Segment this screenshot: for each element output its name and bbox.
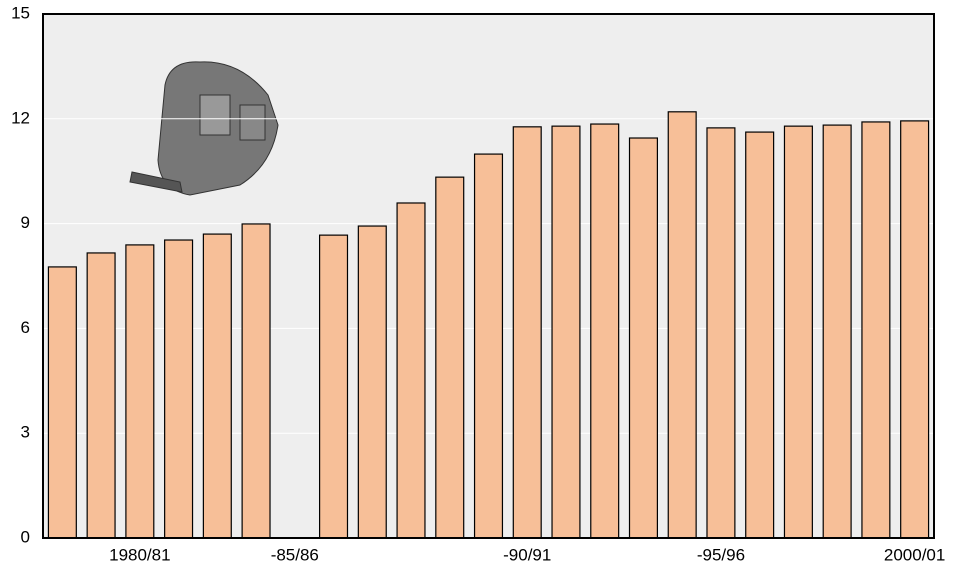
bar <box>435 176 465 539</box>
bar <box>706 127 736 539</box>
bar <box>473 153 504 539</box>
bar <box>241 223 271 539</box>
bar <box>590 123 620 539</box>
y-tick-label: 6 <box>21 318 30 337</box>
bar <box>667 111 697 539</box>
x-tick-label: 1980/81 <box>109 545 170 564</box>
y-tick-label: 3 <box>21 423 30 442</box>
y-tick-label: 0 <box>21 527 30 546</box>
bar <box>202 233 232 539</box>
bar <box>357 225 387 539</box>
bar <box>512 126 542 539</box>
y-tick-label: 9 <box>21 213 30 232</box>
x-tick-label: -85/86 <box>271 545 319 564</box>
bar <box>745 131 775 539</box>
y-tick-label: 15 <box>11 3 30 22</box>
bar <box>822 124 852 539</box>
bar <box>551 125 581 539</box>
bar <box>900 120 930 539</box>
plot-frame <box>42 13 935 539</box>
x-tick-label: 2000/01 <box>884 545 945 564</box>
bar <box>318 234 349 539</box>
bar <box>783 125 813 539</box>
x-tick-label: -90/91 <box>503 545 551 564</box>
bar <box>86 252 116 539</box>
bar <box>125 244 155 539</box>
bar <box>861 121 891 539</box>
bar <box>164 239 194 539</box>
bar <box>47 266 77 539</box>
bar <box>396 202 426 539</box>
y-tick-label: 12 <box>11 108 30 127</box>
bar <box>628 137 659 539</box>
x-tick-label: -95/96 <box>697 545 745 564</box>
backpack-illustration <box>129 61 279 196</box>
